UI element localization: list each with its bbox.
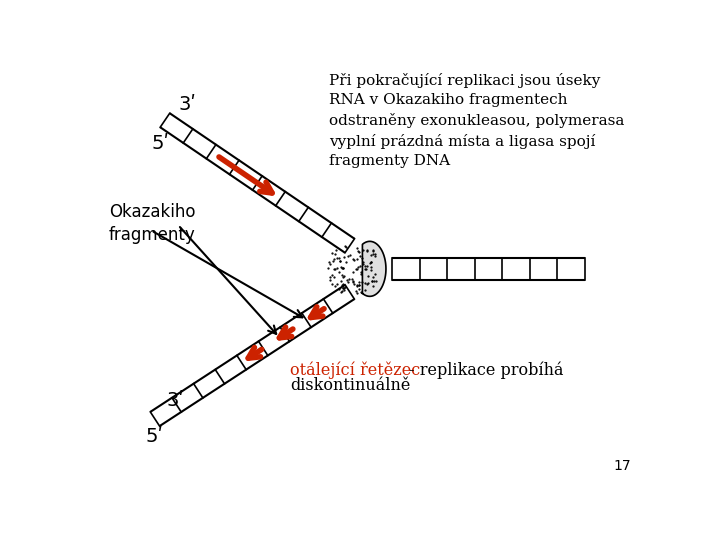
Text: 5ʹ: 5ʹ (151, 134, 169, 153)
Text: Okazakiho
fragmenty: Okazakiho fragmenty (109, 204, 196, 244)
Text: diskontinuálně: diskontinuálně (290, 377, 411, 394)
Text: 3ʹ: 3ʹ (179, 95, 197, 114)
Text: 3ʹ: 3ʹ (166, 391, 184, 410)
Text: otálející řetězec: otálející řetězec (290, 361, 420, 379)
Text: - replikace probíhá: - replikace probíhá (405, 361, 564, 379)
Polygon shape (362, 241, 386, 296)
Text: Při pokračující replikaci jsou úseky
RNA v Okazakiho fragmentech
odstraněny exon: Při pokračující replikaci jsou úseky RNA… (329, 72, 624, 168)
Text: 5ʹ: 5ʹ (145, 427, 163, 446)
Text: 17: 17 (613, 459, 631, 473)
